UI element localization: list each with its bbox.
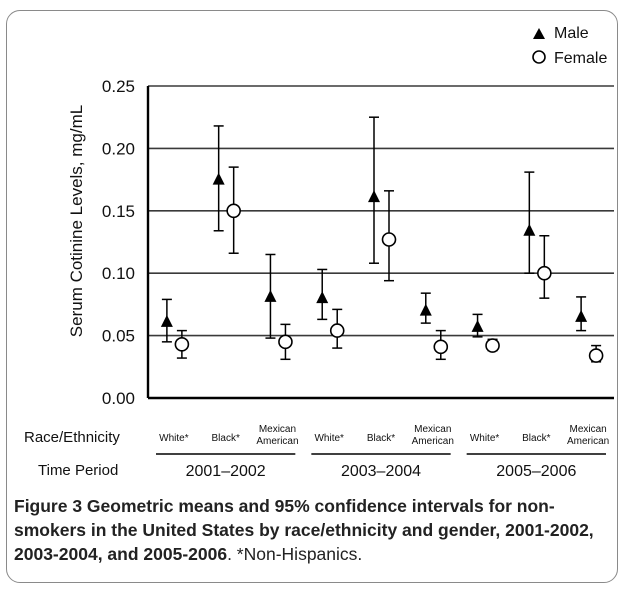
female-marker [226,203,241,219]
figure-frame [6,10,618,583]
female-marker [537,265,552,281]
error-bars [161,116,602,363]
period-label: 2001–2002 [186,463,266,480]
male-marker [212,172,225,185]
period-label: 2003–2004 [341,463,421,480]
male-marker [316,291,329,304]
legend-male-marker [533,28,545,39]
caption-title: Figure 3 Geometric means and 95% confide… [14,496,594,564]
race-label: American [567,436,609,447]
male-marker [264,289,277,302]
y-tick-label: 0.20 [102,139,135,158]
gridlines [146,85,614,400]
y-tick-label: 0.15 [102,202,135,221]
legend-female-label: Female [554,50,607,67]
race-row-label: Race/Ethnicity [24,429,120,446]
male-marker [368,190,380,203]
y-axis-label: Serum Cotinine Levels, mg/mL [67,105,86,337]
female-marker [485,338,500,353]
race-label: Black* [211,433,239,444]
y-tick-label: 0.00 [102,389,135,408]
y-tick-label: 0.05 [102,327,135,346]
race-label: Black* [367,433,395,444]
period-label: 2005–2006 [496,463,576,480]
time-row-label: Time Period [38,462,118,479]
caption-note: . *Non-Hispanics. [227,544,363,564]
y-tick-label: 0.25 [102,77,135,96]
male-marker [419,303,432,316]
y-tick-label: 0.10 [102,264,135,283]
female-marker [381,232,397,247]
female-marker [588,348,604,363]
legend-female-marker [532,50,546,64]
race-label: White* [470,433,500,444]
female-marker [278,334,293,350]
male-marker [160,314,173,327]
race-label: Mexican [259,424,296,435]
legend-male-label: Male [554,25,589,42]
figure-caption: Figure 3 Geometric means and 95% confide… [14,494,612,566]
male-marker [471,319,484,332]
race-label: American [256,436,298,447]
race-label: Mexican [414,424,451,435]
race-label: White* [159,433,189,444]
male-marker [523,223,536,236]
y-tick-labels: 0.00 0.05 0.10 0.15 0.20 0.25 [102,77,135,408]
race-label: Mexican [569,424,606,435]
period-labels: 2001–2002 2003–2004 2005–2006 [186,463,577,480]
male-marker [575,309,588,322]
legend: Male Female [532,25,607,67]
female-marker [329,323,345,338]
female-marker [433,339,449,355]
race-label: American [412,436,454,447]
data-markers [160,172,604,363]
error-bar-male [524,171,535,274]
race-label: Black* [522,433,550,444]
race-label: White* [314,433,344,444]
female-marker [174,337,190,352]
